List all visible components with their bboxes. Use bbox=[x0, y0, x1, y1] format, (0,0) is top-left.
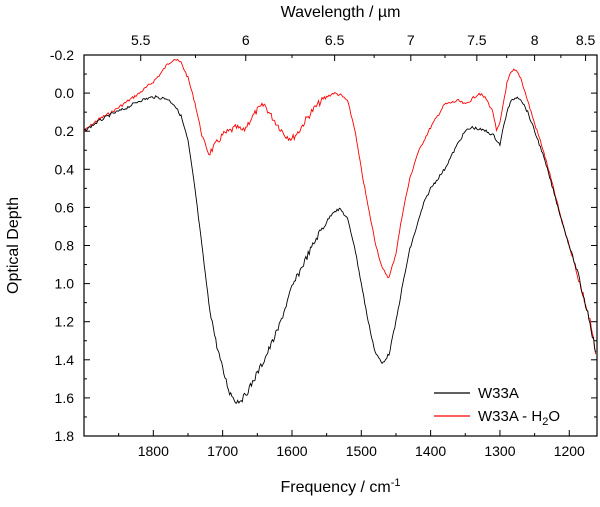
x-axis-title-main: Frequency / cm bbox=[280, 479, 390, 496]
top-wavelength-axis: 5.5 6 6.5 7 7.5 8 8.5 bbox=[131, 32, 596, 61]
x-axis-title-superscript: -1 bbox=[391, 477, 401, 489]
top-tick-label-1: 6 bbox=[242, 32, 250, 48]
series-layer bbox=[83, 58, 597, 404]
legend-label-w33a: W33A bbox=[478, 385, 519, 402]
top-tick-label-3: 7 bbox=[407, 32, 415, 48]
y-tick-label-10: 1.8 bbox=[55, 428, 75, 444]
top-tick-label-2: 6.5 bbox=[325, 32, 345, 48]
x-tick-label-1600: 1600 bbox=[276, 443, 307, 459]
y-tick-label-9: 1.6 bbox=[55, 390, 75, 406]
top-tick-label-4: 7.5 bbox=[467, 32, 487, 48]
top-tick-label-5: 8 bbox=[531, 32, 539, 48]
top-tick-label-0: 5.5 bbox=[131, 32, 151, 48]
y-tick-label-2: 0.2 bbox=[55, 123, 75, 139]
x-tick-label-1800: 1800 bbox=[138, 443, 169, 459]
left-y-axis: -0.2 0.0 0.2 0.4 0.6 0.8 1.0 1.2 1.4 1.6 1.8 bbox=[50, 47, 90, 444]
x-tick-label-1700: 1700 bbox=[207, 443, 238, 459]
legend-label-w33a-h2o: W33A - H2O bbox=[478, 408, 560, 428]
legend: W33A W33A - H2O bbox=[434, 385, 560, 428]
y-tick-label-5: 0.8 bbox=[55, 238, 75, 254]
y-axis-title: Optical Depth bbox=[5, 197, 22, 294]
y-tick-label-6: 1.0 bbox=[55, 276, 75, 292]
x-axis-title: Frequency / cm-1 bbox=[280, 477, 400, 496]
y-tick-label-1: 0.0 bbox=[55, 85, 75, 101]
plot-frame bbox=[83, 54, 598, 437]
y-tick-label-8: 1.4 bbox=[55, 352, 75, 368]
y-tick-label-7: 1.2 bbox=[55, 314, 75, 330]
x-tick-label-1200: 1200 bbox=[554, 443, 585, 459]
series-w33a-h2o-line bbox=[83, 58, 597, 355]
y-tick-label-3: 0.4 bbox=[55, 161, 75, 177]
bottom-x-axis: 1800 1700 1600 1500 1400 1300 1200 bbox=[118, 430, 585, 459]
right-y-axis bbox=[591, 54, 597, 437]
x-tick-label-1300: 1300 bbox=[484, 443, 515, 459]
y-tick-label-0: -0.2 bbox=[50, 47, 74, 63]
x-tick-label-1500: 1500 bbox=[346, 443, 377, 459]
series-w33a-line bbox=[83, 95, 597, 404]
y-tick-label-4: 0.6 bbox=[55, 199, 75, 215]
top-axis-title: Wavelength / µm bbox=[281, 4, 401, 21]
top-tick-label-6: 8.5 bbox=[576, 32, 596, 48]
x-tick-label-1400: 1400 bbox=[415, 443, 446, 459]
